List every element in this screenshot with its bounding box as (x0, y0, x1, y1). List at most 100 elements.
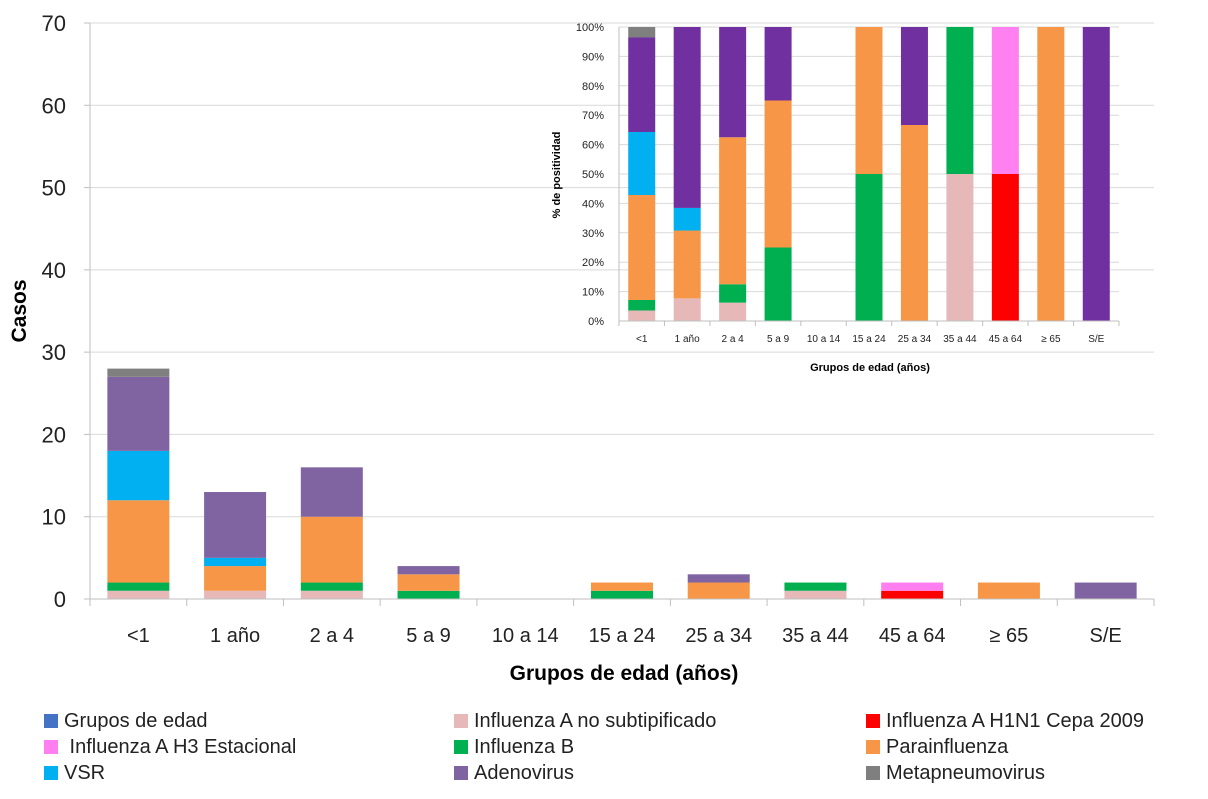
inset-chart: 0% 10% 20% 30% 40% 50% 60% 70% 80% 90% 100% <1 1 añ… (551, 22, 1120, 374)
inset-bar-segment (719, 137, 747, 285)
main-bar-segment (204, 557, 267, 567)
inset-bar-segment (991, 174, 1019, 321)
legend-swatch (866, 740, 880, 754)
main-axes (84, 22, 1155, 606)
main-bar-segment (107, 376, 170, 451)
inset-bar-segment (719, 302, 747, 321)
main-bars (107, 368, 1137, 599)
inset-bar-segment (673, 207, 701, 231)
inset-bar-segment (628, 310, 656, 321)
main-x-tick-label: S/E (1090, 625, 1122, 647)
legend-label: Adenovirus (474, 761, 575, 784)
inset-bar-segment (764, 27, 792, 101)
main-x-tick-label: 10 a 14 (492, 625, 559, 647)
inset-bar-segment (900, 125, 928, 321)
inset-bar-segment (673, 298, 701, 321)
main-bar-segment (107, 368, 170, 377)
inset-bar-segment (673, 27, 701, 208)
legend-label: Influenza A no subtipificado (474, 709, 717, 732)
legend-item: Grupos de edad (44, 708, 207, 734)
main-bar-segment (300, 516, 363, 583)
main-y-tick-label: 40 (42, 258, 66, 283)
main-x-tick-label: 45 a 64 (879, 625, 946, 647)
inset-bar-segment (855, 27, 883, 174)
main-y-tick-label: 10 (42, 505, 66, 530)
inset-bar-segment (855, 174, 883, 321)
inset-x-tick-label: 15 a 24 (852, 334, 886, 345)
main-bar-segment (300, 582, 363, 591)
legend-item: Metapneumovirus (866, 760, 1045, 786)
legend-label: Influenza A H1N1 Cepa 2009 (886, 709, 1144, 732)
inset-bar-segment (719, 284, 747, 303)
inset-y-axis-title: % de positividad (551, 132, 563, 219)
main-y-tick-label: 20 (42, 422, 66, 447)
inset-y-tick-label: 10% (582, 287, 604, 299)
legend-swatch (454, 740, 468, 754)
legend-label: Parainfluenza (886, 735, 1009, 758)
legend-swatch (44, 766, 58, 780)
inset-bar-segment (991, 27, 1019, 174)
main-chart: 0 10 20 30 40 50 60 70 <1 1 año 2 a 4 5 a 9 10 a 14… (8, 11, 1155, 685)
inset-bar-segment (900, 27, 928, 125)
inset-bar-segment (719, 27, 747, 138)
main-x-tick-label: ≥ 65 (990, 625, 1029, 647)
main-bar-segment (397, 590, 460, 599)
main-x-tick-labels: <1 1 año 2 a 4 5 a 9 10 a 14 15 a 24 25 a 34 35… (127, 625, 1122, 647)
inset-x-tick-label: 25 a 34 (898, 334, 932, 345)
main-x-tick-label: <1 (127, 625, 150, 647)
inset-bar-segment (1037, 27, 1065, 321)
main-bar-segment (204, 590, 267, 599)
main-bar-segment (881, 590, 944, 599)
inset-y-tick-label: 30% (582, 228, 604, 240)
main-x-tick-label: 5 a 9 (406, 625, 450, 647)
inset-bar-segment (628, 300, 656, 311)
inset-bar-segment (946, 174, 974, 321)
inset-y-tick-label: 40% (582, 198, 604, 210)
inset-y-tick-label: 0% (588, 316, 604, 328)
legend-item: Influenza B (454, 734, 574, 760)
inset-axes (618, 27, 1120, 326)
inset-y-tick-label: 20% (582, 257, 604, 269)
main-bar-segment (107, 590, 170, 599)
inset-bar-segment (628, 132, 656, 195)
main-bar-segment (591, 590, 653, 599)
main-x-tick-label: 1 año (210, 625, 260, 647)
inset-x-tick-label: 10 a 14 (807, 334, 841, 345)
main-gridlines (90, 22, 1154, 518)
inset-bar-segment (764, 247, 792, 321)
main-y-tick-label: 60 (42, 93, 66, 118)
main-y-tick-labels: 0 10 20 30 40 50 60 70 (42, 11, 66, 612)
inset-y-tick-label: 60% (582, 140, 604, 152)
inset-x-tick-label: S/E (1088, 334, 1104, 345)
inset-bar-segment (628, 37, 656, 132)
inset-bars (628, 27, 1110, 321)
main-bar-segment (397, 566, 460, 575)
inset-y-tick-labels: 0% 10% 20% 30% 40% 50% 60% 70% 80% 90% 100% (576, 22, 604, 328)
legend-label: Grupos de edad (64, 709, 208, 732)
legend-item: Influenza A H3 Estacional (44, 734, 296, 760)
inset-bar-segment (673, 230, 701, 299)
main-y-tick-label: 70 (42, 11, 66, 36)
inset-y-tick-label: 90% (582, 51, 604, 63)
inset-x-tick-label: 5 a 9 (767, 334, 790, 345)
legend-swatch (454, 714, 468, 728)
main-bar-segment (784, 582, 847, 591)
main-x-tick-label: 25 a 34 (685, 625, 752, 647)
inset-x-tick-labels: <1 1 año 2 a 4 5 a 9 10 a 14 15 a 24 25 a 34 35… (636, 334, 1105, 345)
legend-label: Influenza A H3 Estacional (64, 735, 297, 758)
main-bar-segment (687, 574, 750, 583)
main-bar-segment (397, 574, 460, 591)
inset-y-tick-label: 80% (582, 81, 604, 93)
legend-item: VSR (44, 760, 105, 786)
main-bar-segment (784, 590, 847, 599)
main-bar-segment (977, 582, 1040, 599)
main-bar-segment (204, 492, 267, 558)
inset-x-tick-label: <1 (636, 334, 648, 345)
main-x-tick-label: 35 a 44 (782, 625, 849, 647)
main-x-tick-label: 2 a 4 (310, 625, 354, 647)
main-bar-segment (300, 590, 363, 599)
inset-y-tick-label: 50% (582, 169, 604, 181)
legend-label: Metapneumovirus (886, 761, 1045, 784)
inset-bar-segment (764, 100, 792, 248)
